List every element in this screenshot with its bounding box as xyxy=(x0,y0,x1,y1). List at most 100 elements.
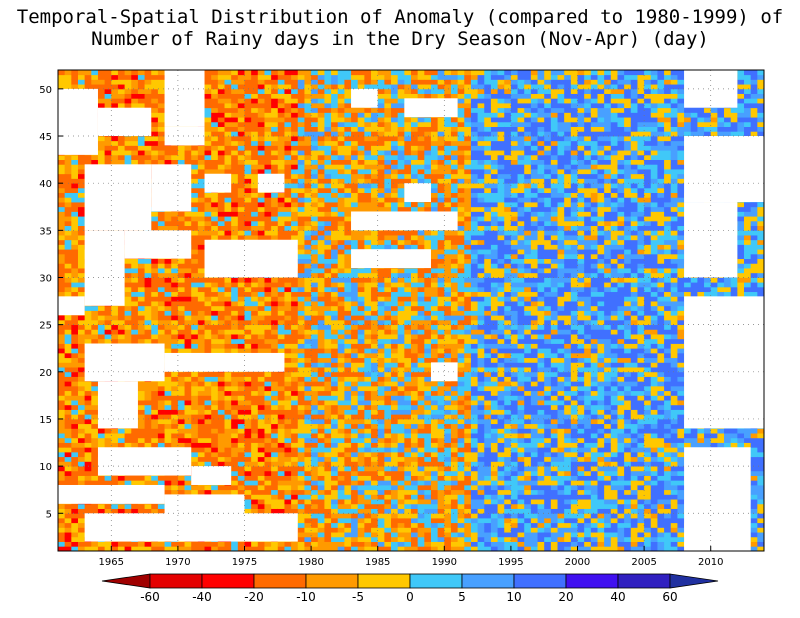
heatmap-cell xyxy=(297,79,305,85)
heatmap-cell xyxy=(184,338,192,344)
heatmap-cell xyxy=(251,159,259,165)
heatmap-cell xyxy=(224,310,232,316)
heatmap-cell xyxy=(217,126,225,132)
heatmap-cell xyxy=(197,178,205,184)
heatmap-cell xyxy=(277,301,285,307)
heatmap-cell xyxy=(77,178,86,184)
heatmap-cell xyxy=(284,131,292,137)
heatmap-cell xyxy=(291,348,299,354)
heatmap-cell xyxy=(351,206,359,212)
heatmap-cell xyxy=(177,211,185,217)
heatmap-cell xyxy=(311,301,319,307)
heatmap-cell xyxy=(197,381,205,387)
heatmap-cell xyxy=(317,329,325,335)
heatmap-cell xyxy=(211,376,219,382)
heatmap-cell xyxy=(64,470,72,476)
heatmap-cell xyxy=(371,206,379,212)
heatmap-cell xyxy=(151,70,159,76)
heatmap-cell xyxy=(97,150,106,156)
heatmap-cell xyxy=(91,329,99,335)
heatmap-cell xyxy=(77,244,86,250)
heatmap-cell xyxy=(317,517,325,524)
heatmap-cell xyxy=(344,428,352,434)
heatmap-cell xyxy=(311,183,319,189)
heatmap-cell xyxy=(291,414,299,420)
heatmap-cell xyxy=(224,489,232,495)
heatmap-cell xyxy=(304,70,312,76)
heatmap-cell xyxy=(284,112,292,118)
heatmap-cell xyxy=(184,324,192,330)
heatmap-cell xyxy=(84,79,92,85)
heatmap-cell xyxy=(304,390,312,396)
heatmap-cell xyxy=(211,442,219,448)
heatmap-cell xyxy=(271,98,279,104)
heatmap-cell xyxy=(331,211,339,217)
heatmap-cell xyxy=(357,376,365,382)
heatmap-cell xyxy=(117,433,126,439)
heatmap-cell xyxy=(131,508,139,514)
heatmap-cell xyxy=(177,301,185,307)
heatmap-cell xyxy=(231,447,239,453)
heatmap-cell xyxy=(137,546,145,551)
heatmap-cell xyxy=(311,456,319,462)
heatmap-cell xyxy=(111,154,119,160)
heatmap-cell xyxy=(324,216,332,222)
heatmap-cell xyxy=(371,451,379,458)
heatmap-cell xyxy=(264,121,272,127)
heatmap-cell xyxy=(377,197,385,203)
heatmap-cell xyxy=(284,390,292,396)
heatmap-cell xyxy=(257,409,265,415)
heatmap-cell xyxy=(344,121,352,127)
heatmap-cell xyxy=(164,301,172,307)
heatmap-cell xyxy=(357,84,365,90)
heatmap-cell xyxy=(157,414,165,420)
heatmap-cell xyxy=(284,84,292,90)
heatmap-cell xyxy=(58,164,66,170)
heatmap-cell xyxy=(58,357,66,363)
heatmap-cell xyxy=(157,442,165,448)
heatmap-cell xyxy=(111,329,119,335)
heatmap-cell xyxy=(317,107,325,113)
heatmap-cell xyxy=(197,461,205,467)
heatmap-cell xyxy=(271,107,279,113)
heatmap-cell xyxy=(337,532,345,538)
heatmap-cell xyxy=(324,305,332,311)
heatmap-cell xyxy=(337,117,345,123)
heatmap-cell xyxy=(377,286,385,293)
heatmap-cell xyxy=(244,197,252,203)
heatmap-cell xyxy=(124,541,132,547)
heatmap-cell xyxy=(297,541,305,547)
heatmap-cell xyxy=(331,499,339,505)
heatmap-cell xyxy=(364,414,372,420)
heatmap-cell xyxy=(377,423,385,429)
heatmap-cell xyxy=(364,140,372,146)
heatmap-cell xyxy=(337,286,345,293)
heatmap-cell xyxy=(331,423,339,429)
heatmap-cell xyxy=(204,395,212,401)
heatmap-cell xyxy=(257,404,265,410)
heatmap-cell xyxy=(58,324,66,330)
heatmap-cell xyxy=(124,428,132,434)
heatmap-cell xyxy=(137,150,145,156)
heatmap-cell xyxy=(191,211,199,217)
heatmap-cell xyxy=(104,437,112,443)
heatmap-cell xyxy=(211,433,219,439)
heatmap-cell xyxy=(191,239,199,245)
heatmap-cell xyxy=(271,329,279,335)
heatmap-cell xyxy=(377,324,385,330)
heatmap-cell xyxy=(297,310,305,316)
heatmap-cell xyxy=(251,169,259,175)
heatmap-cell xyxy=(137,390,145,396)
heatmap-cell xyxy=(297,164,305,170)
heatmap-cell xyxy=(297,414,305,420)
heatmap-cell xyxy=(297,150,305,156)
heatmap-cell xyxy=(377,84,385,90)
heatmap-cell xyxy=(191,371,199,377)
heatmap-cell xyxy=(84,546,92,551)
heatmap-cell xyxy=(324,470,332,476)
heatmap-cell xyxy=(304,140,312,146)
heatmap-cell xyxy=(331,220,339,227)
heatmap-cell xyxy=(364,310,372,316)
heatmap-cell xyxy=(264,319,272,326)
heatmap-cell xyxy=(337,376,345,382)
